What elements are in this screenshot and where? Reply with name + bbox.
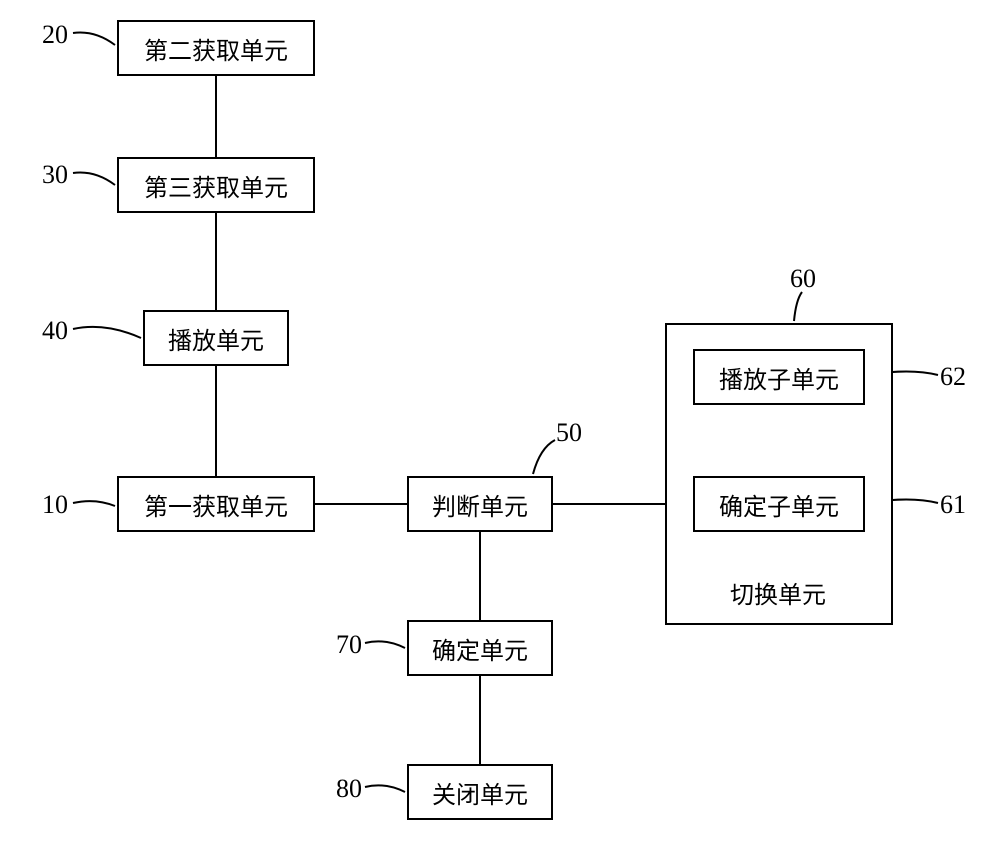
num-label-60: 60 — [790, 264, 816, 294]
box-n50-label: 判断单元 — [432, 487, 528, 522]
box-n80: 关闭单元 — [407, 764, 553, 820]
diagram-canvas: 切换单元 第二获取单元 第三获取单元 播放单元 第一获取单元 判断单元 确定单元… — [0, 0, 1000, 864]
leader-n80 — [365, 785, 405, 792]
num-label-50: 50 — [556, 418, 582, 448]
num-label-80: 80 — [336, 774, 362, 804]
leader-n50 — [533, 440, 555, 474]
num-label-70: 70 — [336, 630, 362, 660]
num-label-10: 10 — [42, 490, 68, 520]
num-label-40: 40 — [42, 316, 68, 346]
leader-n40 — [73, 327, 141, 338]
leader-n30 — [73, 173, 115, 186]
container-switch-unit-label: 切换单元 — [730, 575, 826, 610]
box-n10-label: 第一获取单元 — [144, 487, 288, 522]
box-n70: 确定单元 — [407, 620, 553, 676]
leader-n10 — [73, 501, 115, 506]
box-n30-label: 第三获取单元 — [144, 168, 288, 203]
box-n61-label: 确定子单元 — [719, 487, 839, 522]
leader-n70 — [365, 641, 405, 648]
box-n30: 第三获取单元 — [117, 157, 315, 213]
box-n50: 判断单元 — [407, 476, 553, 532]
leader-n20 — [73, 33, 115, 46]
box-n70-label: 确定单元 — [432, 631, 528, 666]
box-n62-label: 播放子单元 — [719, 360, 839, 395]
box-n62: 播放子单元 — [693, 349, 865, 405]
box-n80-label: 关闭单元 — [432, 775, 528, 810]
box-n61: 确定子单元 — [693, 476, 865, 532]
num-label-20: 20 — [42, 20, 68, 50]
leader-n60 — [794, 292, 802, 321]
num-label-61: 61 — [940, 490, 966, 520]
box-n20: 第二获取单元 — [117, 20, 315, 76]
box-n10: 第一获取单元 — [117, 476, 315, 532]
box-n40: 播放单元 — [143, 310, 289, 366]
box-n40-label: 播放单元 — [168, 321, 264, 356]
num-label-30: 30 — [42, 160, 68, 190]
num-label-62: 62 — [940, 362, 966, 392]
box-n20-label: 第二获取单元 — [144, 31, 288, 66]
